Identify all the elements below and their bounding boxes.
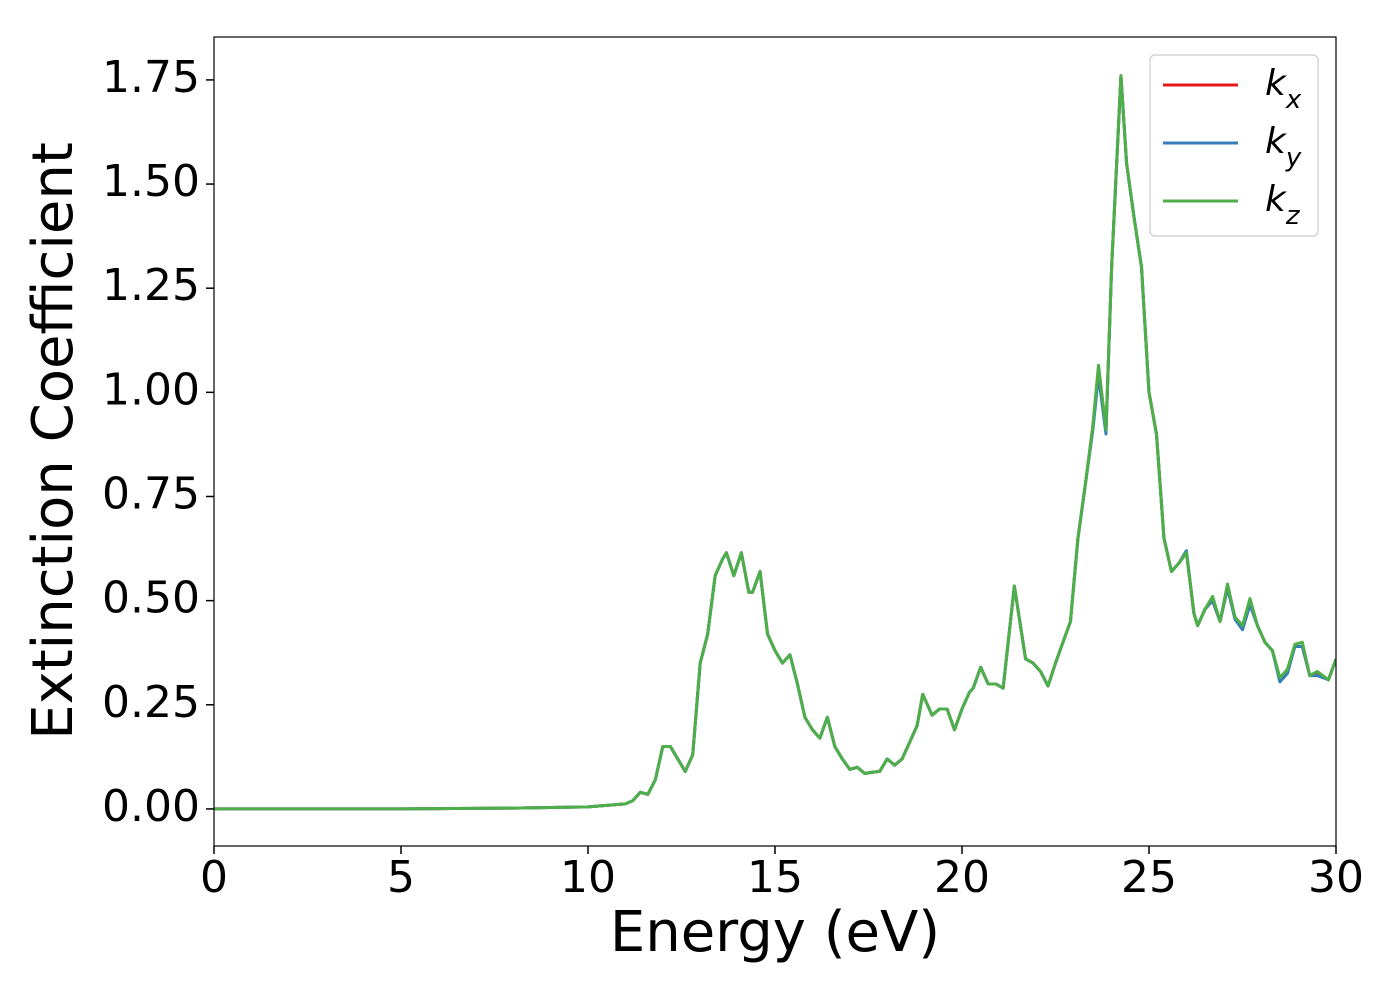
y-tick-label: 1.50	[102, 156, 200, 207]
y-tick-label: 0.00	[102, 781, 200, 832]
y-tick-label: 1.25	[102, 260, 200, 311]
x-tick-label: 15	[747, 852, 803, 903]
x-tick-label: 25	[1121, 852, 1177, 903]
y-tick-label: 0.75	[102, 468, 200, 519]
legend-label: kx	[1265, 63, 1302, 115]
legend-label: ky	[1265, 121, 1302, 173]
legend-box	[1149, 54, 1319, 237]
plot-frame	[213, 36, 1337, 847]
legend-label: kz	[1265, 179, 1301, 231]
y-tick-label: 1.00	[102, 364, 200, 415]
y-axis-label: Extinction Coefficient	[21, 142, 86, 740]
y-tick-label: 1.75	[102, 52, 200, 103]
x-tick-label: 20	[934, 852, 990, 903]
x-tick-label: 5	[387, 852, 415, 903]
x-axis-label: Energy (eV)	[610, 900, 940, 965]
x-tick-label: 30	[1308, 852, 1364, 903]
y-tick-label: 0.25	[102, 677, 200, 728]
series-line	[214, 74, 1336, 811]
y-tick-label: 0.50	[102, 573, 200, 624]
x-tick-label: 0	[200, 852, 228, 903]
x-tick-label: 10	[560, 852, 616, 903]
